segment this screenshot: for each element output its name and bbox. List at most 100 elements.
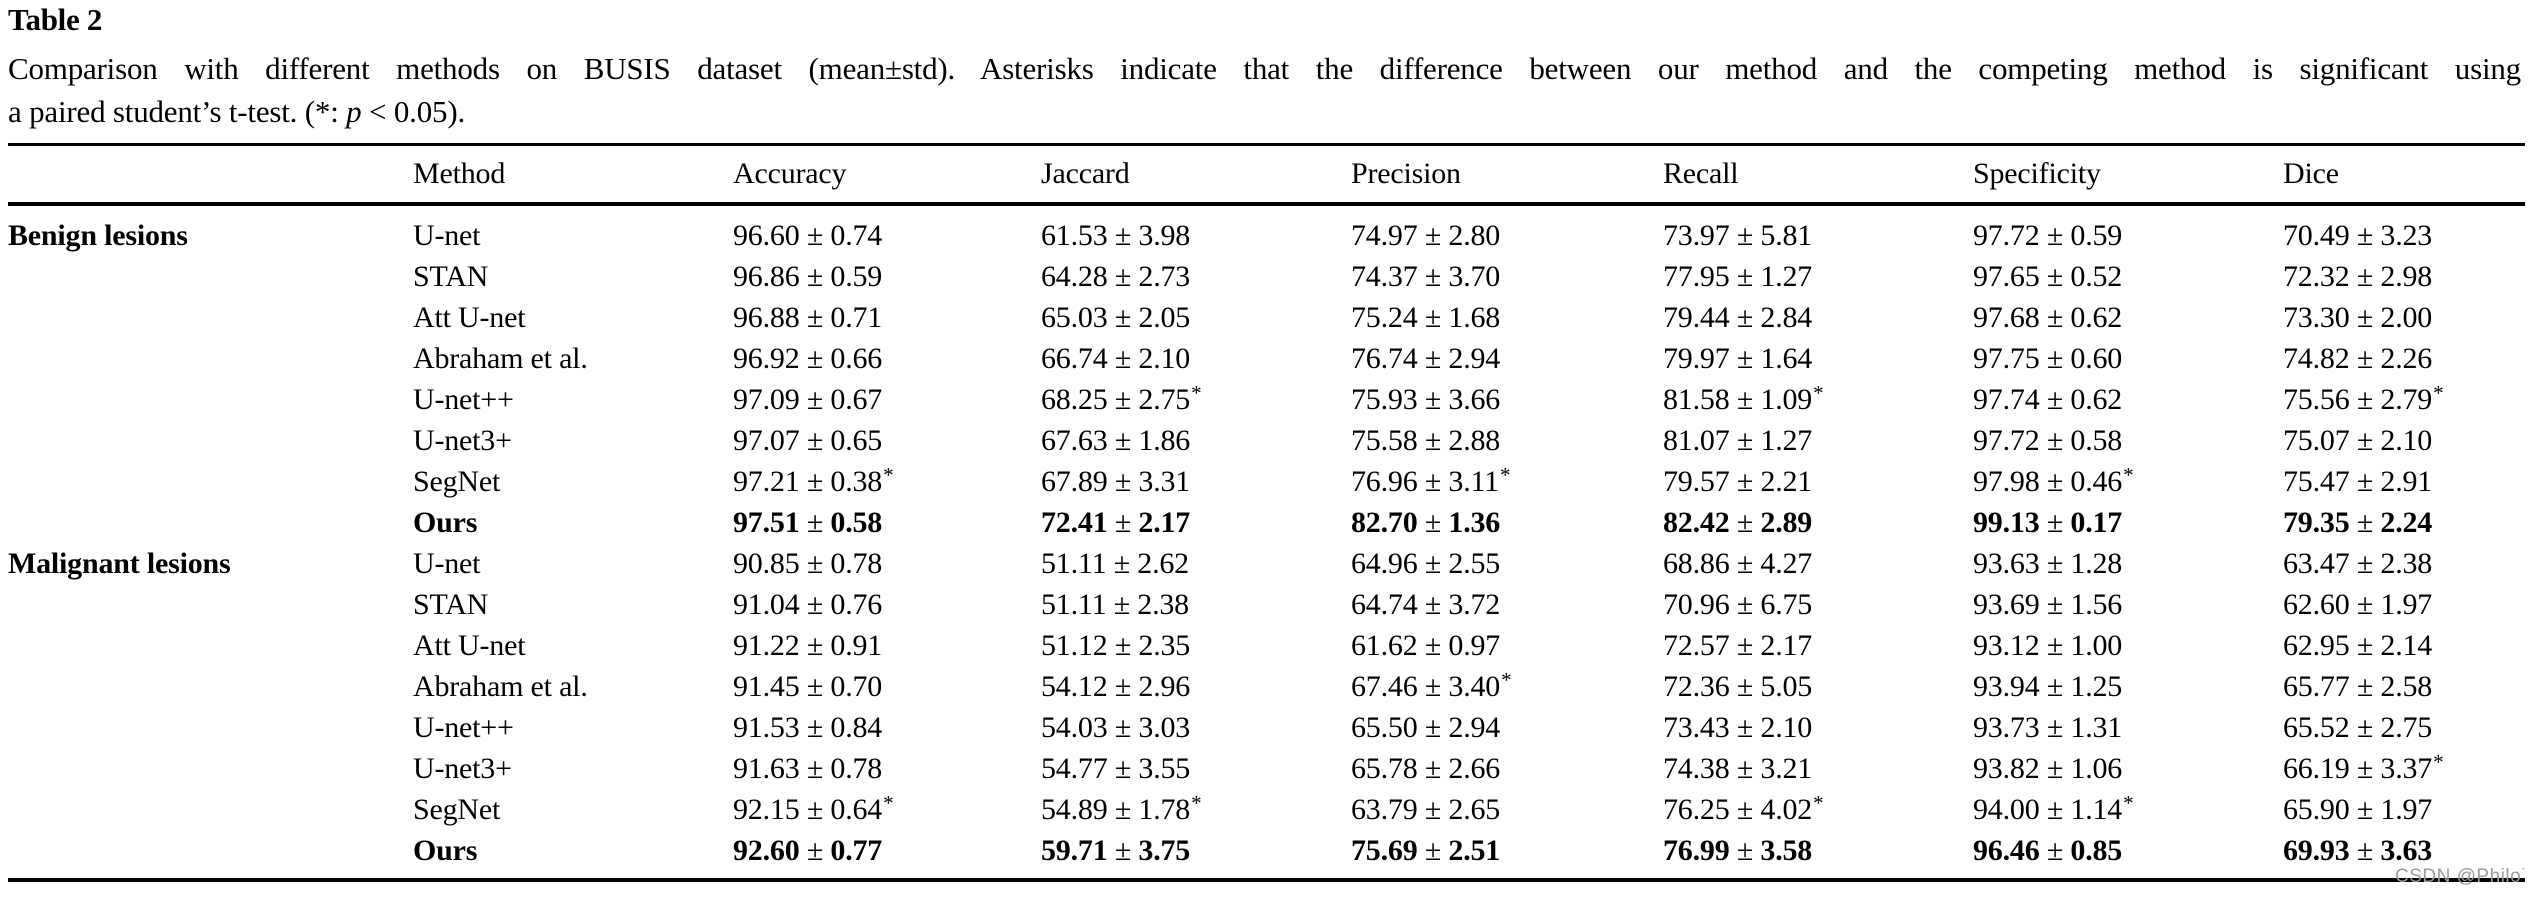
metric-cell: 75.47 ± 2.91	[2283, 465, 2433, 498]
metric-cell: 69.93 ± 3.63	[2283, 834, 2433, 867]
metric-cell: 65.03 ± 2.05	[1041, 301, 1191, 334]
column-header-method: Method	[413, 144, 733, 206]
metric-cell: 91.53 ± 0.84	[733, 711, 883, 744]
metric-cell: 97.72 ± 0.59	[1973, 219, 2123, 252]
metric-cell: 96.88 ± 0.71	[733, 301, 883, 334]
table-row: Att U-net 96.88 ± 0.71 65.03 ± 2.05 75.24 ±…	[8, 298, 2525, 339]
table-title: Table 2	[8, 2, 103, 37]
group-label-cell	[8, 790, 413, 831]
metric-cell: 96.60 ± 0.74	[733, 219, 883, 252]
method-cell: Att U-net	[413, 301, 526, 334]
metric-cell: 70.49 ± 3.23	[2283, 219, 2433, 252]
metric-cell: 72.32 ± 2.98	[2283, 260, 2433, 293]
group-label-cell	[8, 667, 413, 708]
column-header-specificity: Specificity	[1973, 144, 2283, 206]
significance-asterisk: *	[883, 791, 894, 815]
metric-cell: 73.97 ± 5.81	[1663, 219, 1813, 252]
metric-cell: 76.25 ± 4.02*	[1663, 791, 1824, 826]
metric-cell: 67.89 ± 3.31	[1041, 465, 1191, 498]
metric-cell: 67.46 ± 3.40*	[1351, 668, 1512, 703]
metric-cell: 65.90 ± 1.97	[2283, 793, 2433, 826]
metric-cell: 97.09 ± 0.67	[733, 383, 883, 416]
column-header-group	[8, 144, 413, 206]
table-row: STAN 96.86 ± 0.59 64.28 ± 2.73 74.37 ± 3.70…	[8, 257, 2525, 298]
metric-cell: 79.35 ± 2.24	[2283, 506, 2433, 539]
group-label-cell	[8, 585, 413, 626]
column-header-precision: Precision	[1351, 144, 1663, 206]
significance-asterisk: *	[1813, 791, 1824, 815]
metric-cell: 72.36 ± 5.05	[1663, 670, 1813, 703]
table-row: U-net3+ 91.63 ± 0.78 54.77 ± 3.55 65.78 ± 2…	[8, 749, 2525, 790]
significance-asterisk: *	[1191, 381, 1202, 405]
metric-cell: 97.51 ± 0.58	[733, 506, 883, 539]
metric-cell: 61.53 ± 3.98	[1041, 219, 1191, 252]
metric-cell: 66.74 ± 2.10	[1041, 342, 1191, 375]
method-cell: U-net3+	[413, 424, 512, 457]
metric-cell: 91.63 ± 0.78	[733, 752, 883, 785]
metric-cell: 74.37 ± 3.70	[1351, 260, 1501, 293]
metric-cell: 65.52 ± 2.75	[2283, 711, 2433, 744]
table-row: Ours 92.60 ± 0.77 59.71 ± 3.75 75.69 ± 2.51…	[8, 831, 2525, 880]
metric-cell: 96.46 ± 0.85	[1973, 834, 2123, 867]
metric-cell: 54.89 ± 1.78*	[1041, 791, 1202, 826]
group-label-cell	[8, 626, 413, 667]
table-row: Ours 97.51 ± 0.58 72.41 ± 2.17 82.70 ± 1.36…	[8, 503, 2525, 544]
metric-cell: 96.86 ± 0.59	[733, 260, 883, 293]
metric-cell: 81.07 ± 1.27	[1663, 424, 1813, 457]
metric-cell: 68.25 ± 2.75*	[1041, 381, 1202, 416]
column-header-accuracy: Accuracy	[733, 144, 1041, 206]
column-header-dice: Dice	[2283, 144, 2525, 206]
metric-cell: 64.28 ± 2.73	[1041, 260, 1191, 293]
method-cell: Abraham et al.	[413, 342, 588, 375]
table-row: U-net3+ 97.07 ± 0.65 67.63 ± 1.86 75.58 ± 2…	[8, 421, 2525, 462]
metric-cell: 93.63 ± 1.28	[1973, 547, 2123, 580]
significance-asterisk: *	[1191, 791, 1202, 815]
metric-cell: 63.47 ± 2.38	[2283, 547, 2433, 580]
group-label-cell	[8, 708, 413, 749]
comparison-table: Method Accuracy Jaccard Precision Recall…	[8, 143, 2525, 882]
metric-cell: 93.69 ± 1.56	[1973, 588, 2123, 621]
table-row: STAN 91.04 ± 0.76 51.11 ± 2.38 64.74 ± 3.72…	[8, 585, 2525, 626]
significance-asterisk: *	[883, 463, 894, 487]
metric-cell: 72.41 ± 2.17	[1041, 506, 1191, 539]
metric-cell: 99.13 ± 0.17	[1973, 506, 2123, 539]
metric-cell: 72.57 ± 2.17	[1663, 629, 1813, 662]
method-cell: SegNet	[413, 465, 501, 498]
metric-cell: 62.95 ± 2.14	[2283, 629, 2433, 662]
group-label-cell	[8, 503, 413, 544]
metric-cell: 79.44 ± 2.84	[1663, 301, 1813, 334]
method-cell: SegNet	[413, 793, 501, 826]
metric-cell: 94.00 ± 1.14*	[1973, 791, 2134, 826]
metric-cell: 82.70 ± 1.36	[1351, 506, 1501, 539]
metric-cell: 51.11 ± 2.62	[1041, 547, 1189, 580]
metric-cell: 63.79 ± 2.65	[1351, 793, 1501, 826]
metric-cell: 77.95 ± 1.27	[1663, 260, 1813, 293]
metric-cell: 54.03 ± 3.03	[1041, 711, 1191, 744]
metric-cell: 97.65 ± 0.52	[1973, 260, 2123, 293]
group-label-cell: Malignant lesions	[8, 547, 231, 580]
metric-cell: 70.96 ± 6.75	[1663, 588, 1813, 621]
method-cell: STAN	[413, 260, 489, 293]
metric-cell: 62.60 ± 1.97	[2283, 588, 2433, 621]
metric-cell: 74.97 ± 2.80	[1351, 219, 1501, 252]
metric-cell: 97.74 ± 0.62	[1973, 383, 2123, 416]
metric-cell: 51.11 ± 2.38	[1041, 588, 1189, 621]
metric-cell: 93.82 ± 1.06	[1973, 752, 2123, 785]
metric-cell: 79.57 ± 2.21	[1663, 465, 1813, 498]
metric-cell: 91.45 ± 0.70	[733, 670, 883, 703]
table-row: Abraham et al. 96.92 ± 0.66 66.74 ± 2.10 76…	[8, 339, 2525, 380]
metric-cell: 75.58 ± 2.88	[1351, 424, 1501, 457]
group-label-cell	[8, 257, 413, 298]
method-cell: U-net	[413, 547, 481, 580]
metric-cell: 97.75 ± 0.60	[1973, 342, 2123, 375]
metric-cell: 73.30 ± 2.00	[2283, 301, 2433, 334]
significance-asterisk: *	[2433, 381, 2444, 405]
metric-cell: 97.21 ± 0.38*	[733, 463, 894, 498]
method-cell: STAN	[413, 588, 489, 621]
metric-cell: 93.12 ± 1.00	[1973, 629, 2123, 662]
metric-cell: 97.07 ± 0.65	[733, 424, 883, 457]
metric-cell: 97.98 ± 0.46*	[1973, 463, 2134, 498]
significance-asterisk: *	[1813, 381, 1824, 405]
group-label-cell	[8, 339, 413, 380]
